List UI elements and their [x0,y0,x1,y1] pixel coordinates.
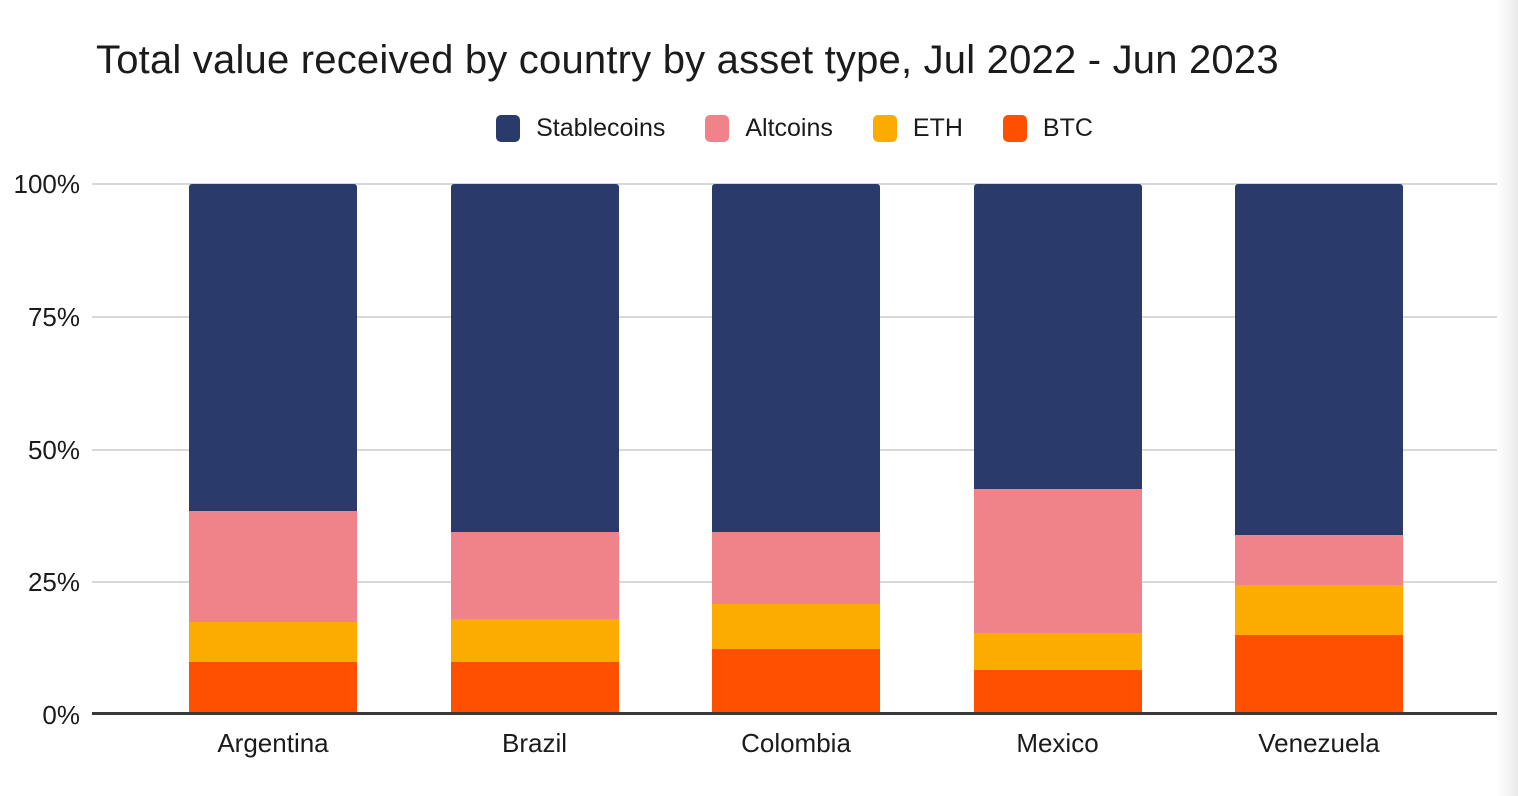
bar-segment-venezuela-stablecoins [1235,184,1403,535]
bar-segment-argentina-eth [189,622,357,662]
x-label-colombia: Colombia [741,728,851,758]
y-tick-label-50: 50% [27,434,80,465]
bar-segment-brazil-eth [450,619,619,662]
gridline-100 [92,183,1497,185]
legend-label-btc: BTC [1042,113,1093,142]
bar-segment-mexico-btc [973,669,1142,715]
x-label-mexico: Mexico [1016,728,1099,758]
legend-label-altcoins: Altcoins [745,113,833,142]
y-tick-label-0: 0% [42,700,80,730]
x-axis-baseline [92,712,1497,715]
bar-segment-brazil-btc [450,661,619,715]
x-axis: Argentina Brazil Colombia Mexico Venezuela [92,727,1497,767]
legend-item-stablecoins: Stablecoins [496,114,665,143]
legend: Stablecoins Altcoins ETH BTC [92,110,1497,146]
legend-swatch-btc [1002,114,1027,142]
chart-title: Total value received by country by asset… [96,38,1279,82]
legend-label-eth: ETH [912,113,963,142]
bar-segment-mexico-stablecoins [973,184,1142,490]
x-label-argentina: Argentina [217,728,329,758]
y-tick-label-75: 75% [27,301,80,332]
legend-item-btc: BTC [1002,113,1093,143]
bar-segment-mexico-altcoins [973,489,1142,633]
bar-segment-argentina-stablecoins [189,184,357,511]
bar-segment-brazil-stablecoins [450,184,619,532]
x-label-brazil: Brazil [501,728,567,758]
bar-segment-venezuela-eth [1235,585,1403,636]
plot-area [92,183,1497,715]
bar-mexico [973,184,1142,715]
bar-segment-mexico-eth [973,632,1142,670]
legend-swatch-altcoins [705,114,730,142]
legend-swatch-stablecoins [496,114,521,142]
bar-venezuela [1235,184,1403,715]
legend-item-altcoins: Altcoins [705,114,833,143]
bar-segment-colombia-stablecoins [712,184,880,532]
bar-segment-argentina-altcoins [189,510,357,623]
bar-argentina [189,184,357,715]
bar-colombia [712,184,880,715]
bar-segment-venezuela-altcoins [1235,534,1403,586]
bar-segment-venezuela-btc [1235,635,1403,715]
legend-label-stablecoins: Stablecoins [536,113,666,142]
x-label-venezuela: Venezuela [1258,728,1380,758]
y-tick-label-100: 100% [13,169,81,199]
bar-segment-colombia-btc [712,648,880,715]
y-axis: 0% 25% 50% 75% 100% [0,169,81,730]
bar-segment-brazil-altcoins [450,531,619,620]
bar-segment-argentina-btc [189,661,357,715]
bar-segment-colombia-eth [712,603,880,649]
bar-segment-colombia-altcoins [712,531,880,604]
right-edge-gradient [1497,0,1518,796]
legend-swatch-eth [872,114,897,142]
bar-brazil [450,184,619,715]
legend-item-eth: ETH [872,113,963,143]
y-tick-label-25: 25% [27,567,80,598]
